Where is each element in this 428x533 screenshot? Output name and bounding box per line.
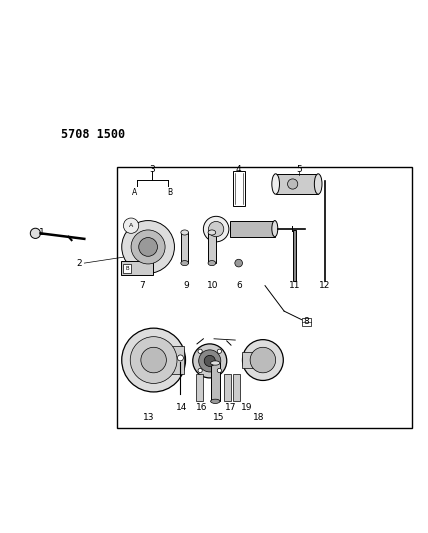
Ellipse shape: [272, 221, 278, 237]
Text: 13: 13: [143, 413, 155, 422]
Text: 5: 5: [296, 165, 302, 174]
Bar: [233, 374, 240, 401]
Text: 8: 8: [304, 317, 309, 326]
Circle shape: [208, 221, 224, 237]
Bar: [196, 374, 203, 401]
Text: 4: 4: [236, 165, 241, 174]
Bar: [276, 174, 318, 194]
Text: 9: 9: [184, 281, 189, 290]
Circle shape: [122, 328, 185, 392]
Text: 11: 11: [289, 281, 300, 290]
Text: A: A: [129, 223, 133, 228]
Bar: [208, 232, 216, 263]
Ellipse shape: [208, 230, 216, 235]
Circle shape: [122, 221, 175, 273]
Circle shape: [198, 368, 202, 373]
Circle shape: [123, 218, 139, 233]
Ellipse shape: [208, 261, 216, 265]
Text: B: B: [167, 188, 172, 197]
Bar: [224, 374, 231, 401]
Bar: [233, 171, 246, 206]
Ellipse shape: [211, 361, 220, 365]
Bar: [121, 261, 153, 276]
Circle shape: [217, 368, 222, 373]
Text: B: B: [125, 266, 129, 271]
Text: 10: 10: [208, 281, 219, 290]
Circle shape: [131, 230, 165, 264]
Circle shape: [199, 350, 221, 372]
Text: 3: 3: [149, 165, 155, 174]
Text: 5708 1500: 5708 1500: [61, 128, 125, 141]
Circle shape: [130, 337, 177, 383]
Bar: [293, 230, 297, 280]
Text: 18: 18: [253, 413, 265, 422]
Circle shape: [198, 349, 202, 353]
Circle shape: [193, 344, 227, 378]
Circle shape: [288, 179, 298, 189]
Text: 1: 1: [39, 228, 45, 237]
Circle shape: [235, 259, 243, 267]
Ellipse shape: [181, 230, 188, 235]
Circle shape: [30, 228, 41, 238]
Bar: [117, 167, 412, 428]
Circle shape: [243, 340, 283, 381]
Bar: [123, 264, 131, 273]
Text: 17: 17: [225, 403, 237, 412]
Bar: [211, 363, 220, 401]
Ellipse shape: [314, 174, 322, 194]
Circle shape: [139, 238, 158, 256]
Bar: [152, 346, 184, 374]
Ellipse shape: [211, 399, 220, 403]
Circle shape: [203, 216, 229, 242]
Bar: [181, 232, 188, 263]
Text: 19: 19: [241, 403, 253, 412]
Circle shape: [204, 356, 215, 366]
Ellipse shape: [181, 261, 188, 265]
Text: 16: 16: [196, 403, 207, 412]
Text: 6: 6: [237, 281, 242, 290]
Bar: [243, 352, 263, 368]
Text: 15: 15: [213, 413, 224, 422]
Text: 12: 12: [319, 281, 330, 290]
Bar: [230, 221, 275, 237]
Text: 14: 14: [176, 403, 187, 412]
Circle shape: [250, 348, 276, 373]
Circle shape: [178, 355, 183, 361]
Text: 2: 2: [76, 259, 82, 268]
Ellipse shape: [272, 174, 279, 194]
Text: A: A: [132, 188, 137, 197]
Bar: [302, 318, 311, 326]
Circle shape: [141, 348, 166, 373]
Text: 7: 7: [139, 281, 145, 290]
Circle shape: [217, 349, 222, 353]
